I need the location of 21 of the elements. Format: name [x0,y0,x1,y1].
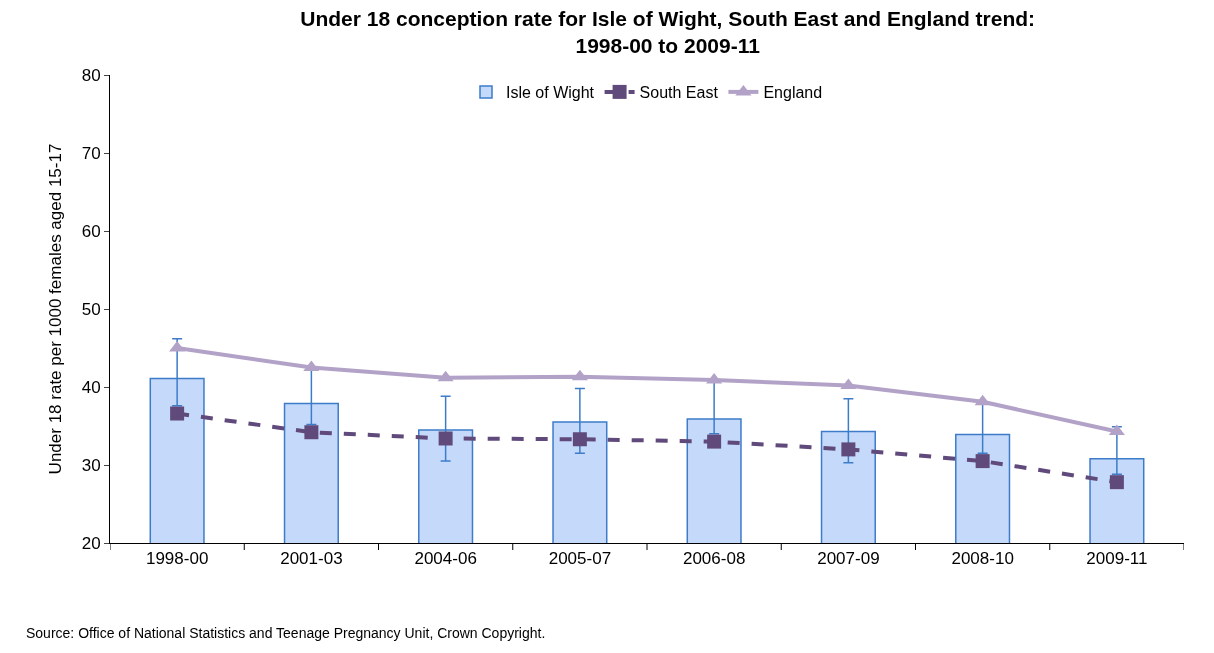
x-tick-label: 2004-06 [414,549,477,569]
x-tick-label: 2009-11 [1086,549,1148,569]
x-tick-label: 1998-00 [145,549,209,569]
x-tick-label: 2008-10 [951,549,1014,569]
y-tick-label: 20 [81,533,101,553]
x-tick-label: 2001-03 [280,549,343,569]
legend-label: England [763,84,823,102]
y-tick-label: 40 [81,377,101,397]
x-tick-label: 2007-09 [817,549,880,569]
x-tick-label: 2005-07 [548,549,612,569]
y-axis-title: Under 18 rate per 1000 females aged 15-17 [46,143,66,475]
y-tick-label: 50 [81,299,101,319]
legend-label: South East [639,84,719,102]
y-tick-label: 60 [81,221,101,241]
chart-title: Under 18 conception rate for Isle of Wight, South East and England trend: 1998-00 to 2009-11 [300,7,1036,58]
y-tick-label: 70 [81,143,101,163]
x-tick-label: 2006-08 [682,549,746,569]
legend-label: Isle of Wight [506,84,595,102]
y-tick-label: 80 [81,65,101,85]
source-note: Source: Office of National Statistics and Teenage Pregnancy Unit, Crown Copyright. [26,625,546,641]
y-tick-label: 30 [81,455,101,475]
